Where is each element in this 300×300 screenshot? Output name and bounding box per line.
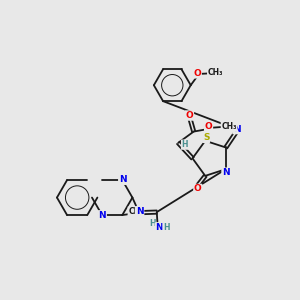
Text: CH₃: CH₃ <box>128 207 144 216</box>
Text: O: O <box>205 122 212 131</box>
Text: O: O <box>194 184 202 194</box>
Text: H: H <box>163 223 169 232</box>
Text: O: O <box>186 111 194 120</box>
Text: N: N <box>119 175 126 184</box>
Text: H: H <box>149 220 155 229</box>
Text: N: N <box>233 124 241 134</box>
Text: CH₃: CH₃ <box>208 68 223 77</box>
Text: N: N <box>155 223 163 232</box>
Text: H: H <box>182 140 188 149</box>
Text: CH₃: CH₃ <box>221 122 237 131</box>
Text: O: O <box>194 69 201 78</box>
Text: N: N <box>136 207 143 216</box>
Text: N: N <box>99 211 106 220</box>
Text: S: S <box>203 133 209 142</box>
Text: N: N <box>222 168 230 177</box>
